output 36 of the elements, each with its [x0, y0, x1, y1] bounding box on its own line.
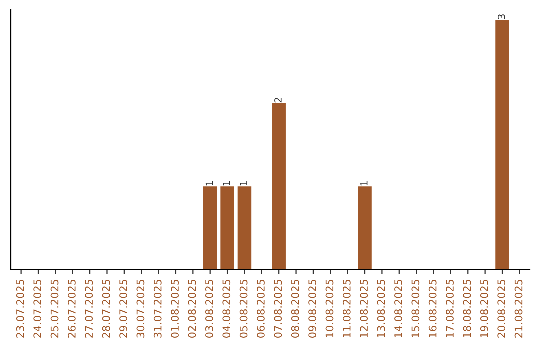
x-tick-label: 11.08.2025: [342, 280, 351, 338]
x-tick-label: 09.08.2025: [308, 280, 316, 338]
x-tick-label: 06.08.2025: [257, 280, 265, 338]
x-tick-label: 08.08.2025: [291, 280, 300, 338]
x-tick-label: 16.08.2025: [428, 280, 437, 338]
x-tick-label: 17.08.2025: [446, 280, 454, 338]
x-tick-label: 28.07.2025: [102, 280, 110, 338]
x-tick-label: 20.08.2025: [498, 280, 506, 338]
x-tick-label: 19.08.2025: [480, 280, 488, 338]
x-tick-label: 29.07.2025: [120, 280, 128, 338]
x-tick-label: 01.08.2025: [171, 280, 180, 338]
x-tick-label: 07.08.2025: [274, 280, 282, 338]
x-tick-label: 14.08.2025: [394, 280, 402, 338]
x-tick-label: 26.07.2025: [68, 280, 76, 338]
x-tick-label: 15.08.2025: [412, 280, 420, 338]
x-tick-label: 21.08.2025: [514, 280, 523, 338]
data-label: 1: [240, 181, 248, 186]
x-tick-label: 04.08.2025: [222, 280, 231, 338]
x-tick-label: 30.07.2025: [136, 280, 145, 338]
x-tick-label: 24.07.2025: [34, 280, 42, 338]
x-tick-label: 18.08.2025: [463, 280, 472, 338]
data-label: 3: [498, 14, 506, 20]
x-tick-label: 10.08.2025: [326, 280, 334, 338]
x-tick-label: 03.08.2025: [205, 280, 214, 338]
x-tick-label: 25.07.2025: [50, 280, 59, 338]
x-tick-label: 13.08.2025: [377, 280, 386, 338]
x-tick-label: 27.07.2025: [85, 280, 94, 338]
data-label: 1: [223, 181, 230, 186]
data-label: 1: [206, 181, 214, 186]
x-tick-label: 23.07.2025: [16, 280, 24, 338]
x-tick-label: 05.08.2025: [240, 280, 248, 338]
x-tick-label: 02.08.2025: [188, 280, 196, 338]
data-label: 1: [360, 181, 368, 186]
x-tick-label: 12.08.2025: [360, 280, 368, 338]
x-tick-label: 31.07.2025: [154, 280, 162, 338]
data-label: 2: [274, 98, 282, 103]
